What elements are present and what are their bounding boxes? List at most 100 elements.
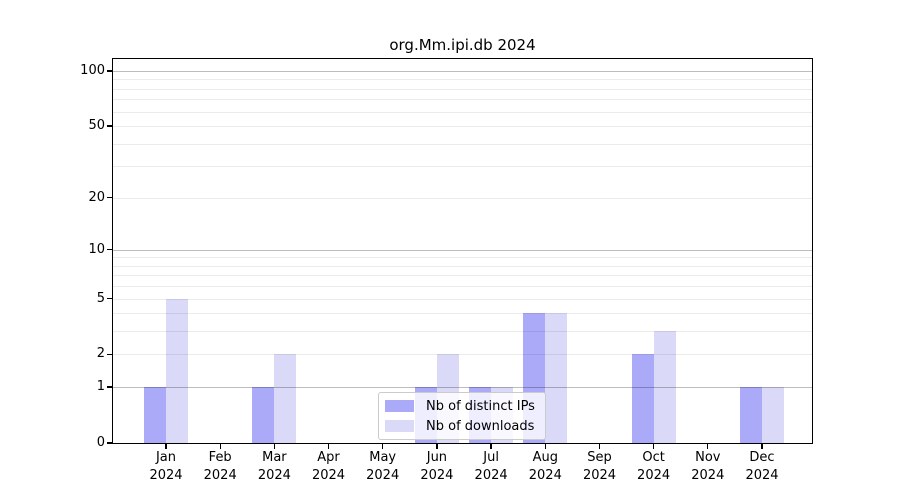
- x-tick-label-feb: Feb 2024: [188, 449, 252, 484]
- month-label: May: [369, 450, 397, 465]
- minor-gridline: [113, 265, 812, 267]
- x-tick-label-jun: Jun 2024: [405, 449, 469, 484]
- y-tick-2: [107, 353, 112, 356]
- bar-nb-of-downloads-jan: [166, 298, 188, 443]
- bar-nb-of-downloads-mar: [274, 354, 297, 443]
- minor-gridline: [113, 88, 812, 90]
- x-tick-aug: [544, 444, 546, 449]
- bar-nb-of-downloads-dec: [762, 387, 784, 443]
- bar-nb-of-distinct-ips-jan: [144, 387, 166, 443]
- x-tick-oct: [652, 444, 655, 449]
- minor-gridline: [113, 275, 812, 277]
- x-tick-mar: [273, 444, 276, 449]
- year-label: 2024: [149, 467, 183, 483]
- x-tick-feb: [219, 444, 221, 449]
- minor-gridline: [113, 79, 812, 81]
- major-gridline: [113, 71, 812, 72]
- bar-nb-of-downloads-oct: [653, 331, 676, 443]
- y-tick-label-10: 10: [88, 241, 105, 257]
- y-tick-label-2: 2: [96, 346, 105, 362]
- x-tick-label-dec: Dec 2024: [730, 449, 794, 484]
- x-tick-apr: [327, 444, 330, 449]
- x-tick-dec: [761, 444, 763, 449]
- year-label: 2024: [474, 467, 508, 483]
- y-tick-20: [107, 196, 112, 199]
- x-tick-jul: [490, 444, 492, 449]
- minor-gridline: [113, 143, 812, 145]
- month-label: Jul: [483, 450, 499, 465]
- y-tick-label-5: 5: [96, 290, 105, 306]
- bar-nb-of-distinct-ips-oct: [631, 354, 654, 443]
- y-tick-100: [107, 70, 112, 72]
- year-label: 2024: [582, 467, 617, 483]
- x-tick-jun: [436, 444, 438, 449]
- year-label: 2024: [203, 467, 237, 483]
- legend-label: Nb of downloads: [426, 418, 535, 434]
- year-label: 2024: [691, 467, 725, 483]
- month-label: Feb: [208, 450, 232, 465]
- bar-nb-of-distinct-ips-mar: [252, 387, 275, 443]
- month-label: Nov: [695, 450, 721, 465]
- x-tick-may: [382, 444, 384, 449]
- month-label: Dec: [749, 450, 775, 465]
- bar-nb-of-downloads-aug: [545, 313, 568, 443]
- y-tick-0: [107, 442, 112, 444]
- year-label: 2024: [311, 467, 346, 483]
- x-tick-label-may: May 2024: [351, 449, 415, 484]
- minor-gridline: [113, 354, 812, 356]
- year-label: 2024: [366, 467, 400, 483]
- year-label: 2024: [745, 467, 779, 483]
- y-tick-5: [107, 297, 112, 300]
- legend-label: Nb of distinct IPs: [426, 398, 535, 414]
- minor-gridline: [113, 99, 812, 101]
- month-label: Jun: [426, 450, 448, 465]
- plot-border: [112, 58, 813, 444]
- x-tick-label-oct: Oct 2024: [622, 449, 686, 484]
- x-tick-label-aug: Aug 2024: [513, 449, 577, 484]
- x-tick-label-jul: Jul 2024: [459, 449, 523, 484]
- x-tick-nov: [707, 444, 709, 449]
- minor-gridline: [113, 286, 812, 288]
- month-label: Apr: [317, 450, 340, 465]
- month-label: Oct: [642, 450, 665, 465]
- month-label: Aug: [532, 450, 558, 465]
- bar-nb-of-distinct-ips-dec: [740, 387, 762, 443]
- chart-title: org.Mm.ipi.db 2024: [389, 36, 536, 54]
- minor-gridline: [113, 126, 812, 128]
- y-tick-label-20: 20: [88, 189, 105, 205]
- x-tick-label-apr: Apr 2024: [297, 449, 361, 484]
- month-label: Sep: [587, 450, 612, 465]
- x-tick-label-sep: Sep 2024: [568, 449, 632, 484]
- major-gridline: [113, 387, 812, 389]
- x-tick-label-jan: Jan 2024: [134, 449, 198, 484]
- legend: Nb of distinct IPs Nb of downloads: [378, 392, 546, 440]
- month-label: Jan: [155, 450, 177, 465]
- y-tick-label-0: 0: [96, 435, 105, 450]
- minor-gridline: [113, 298, 812, 300]
- y-tick-1: [107, 386, 112, 388]
- y-tick-50: [107, 125, 112, 127]
- minor-gridline: [113, 166, 812, 168]
- minor-gridline: [113, 331, 812, 333]
- x-tick-jan: [165, 444, 167, 449]
- y-tick-label-1: 1: [96, 379, 105, 395]
- x-tick-label-mar: Mar 2024: [242, 449, 306, 484]
- legend-swatch-nb-of-distinct-ips: [385, 400, 414, 412]
- y-tick-10: [107, 249, 112, 251]
- year-label: 2024: [528, 467, 562, 483]
- legend-row-nb-of-downloads: Nb of downloads: [385, 418, 535, 434]
- minor-gridline: [113, 313, 812, 315]
- month-label: Mar: [262, 450, 287, 465]
- y-tick-label-50: 50: [88, 118, 105, 134]
- minor-gridline: [113, 197, 812, 199]
- legend-row-nb-of-distinct-ips: Nb of distinct IPs: [385, 398, 535, 414]
- major-gridline: [113, 249, 812, 251]
- legend-swatch-nb-of-downloads: [385, 420, 414, 432]
- minor-gridline: [113, 111, 812, 113]
- year-label: 2024: [420, 467, 454, 483]
- minor-gridline: [113, 257, 812, 259]
- year-label: 2024: [637, 467, 671, 483]
- x-tick-label-nov: Nov 2024: [676, 449, 740, 484]
- x-tick-sep: [598, 444, 601, 449]
